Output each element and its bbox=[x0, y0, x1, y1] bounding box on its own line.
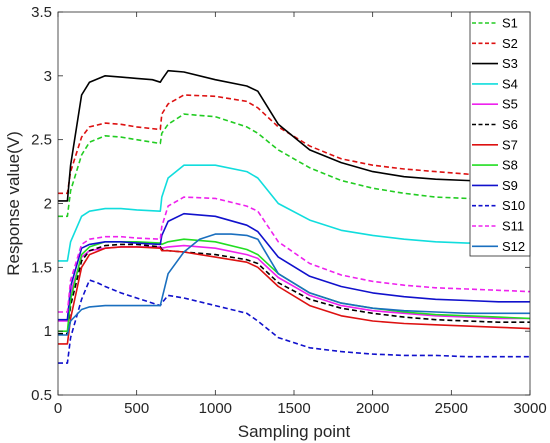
y-axis-label: Response value(V) bbox=[4, 131, 23, 276]
series-line-s6 bbox=[58, 243, 530, 335]
plot-area bbox=[58, 12, 530, 395]
series-line-s10 bbox=[58, 279, 530, 364]
x-tick-label: 500 bbox=[124, 400, 149, 417]
legend-label-s4: S4 bbox=[502, 76, 518, 91]
x-tick-label: 2500 bbox=[435, 400, 468, 417]
x-axis-label: Sampling point bbox=[238, 422, 351, 441]
legend-label-s9: S9 bbox=[502, 178, 518, 193]
x-tick-label: 3000 bbox=[513, 400, 546, 417]
legend-label-s8: S8 bbox=[502, 158, 518, 173]
y-tick-label: 2 bbox=[44, 196, 52, 213]
legend-label-s10: S10 bbox=[502, 198, 525, 213]
x-tick-label: 1500 bbox=[277, 400, 310, 417]
legend-label-s12: S12 bbox=[502, 239, 525, 254]
x-tick-label: 1000 bbox=[199, 400, 232, 417]
legend-label-s7: S7 bbox=[502, 137, 518, 152]
series-line-s11 bbox=[58, 196, 531, 313]
y-tick-label: 3.5 bbox=[31, 4, 52, 21]
y-tick-label: 0.5 bbox=[31, 387, 52, 404]
y-tick-label: 3 bbox=[44, 68, 52, 85]
series-line-s7 bbox=[58, 246, 531, 345]
legend: S1 S2 S3 S4 S5 S6 S7 S8 S9 S10 S11 S12 bbox=[469, 11, 531, 257]
series-line-s5 bbox=[58, 244, 530, 322]
legend-label-s3: S3 bbox=[502, 56, 518, 71]
series-layer bbox=[58, 69, 531, 364]
y-tick-label: 1.5 bbox=[31, 259, 52, 276]
series-line-s1 bbox=[58, 113, 531, 218]
y-tick-label: 1 bbox=[44, 323, 52, 340]
series-line-s2 bbox=[58, 94, 531, 195]
legend-label-s1: S1 bbox=[502, 16, 518, 31]
series-line-s12 bbox=[58, 233, 530, 336]
x-tick-label: 2000 bbox=[356, 400, 389, 417]
x-tick-label: 0 bbox=[54, 400, 62, 417]
legend-box bbox=[469, 11, 531, 257]
tick-layer: 0 500 1000 1500 2000 2500 3000 0.5 1 1.5 2 2.5 3 3.5 bbox=[31, 4, 547, 417]
legend-label-s2: S2 bbox=[502, 36, 518, 51]
series-line-s3 bbox=[58, 69, 530, 202]
series-line-s9 bbox=[58, 212, 530, 321]
legend-label-s5: S5 bbox=[502, 97, 518, 112]
y-tick-label: 2.5 bbox=[31, 132, 52, 149]
series-line-s8 bbox=[58, 238, 531, 333]
series-line-s4 bbox=[58, 164, 531, 262]
legend-label-s6: S6 bbox=[502, 117, 518, 132]
legend-label-s11: S11 bbox=[502, 219, 524, 234]
